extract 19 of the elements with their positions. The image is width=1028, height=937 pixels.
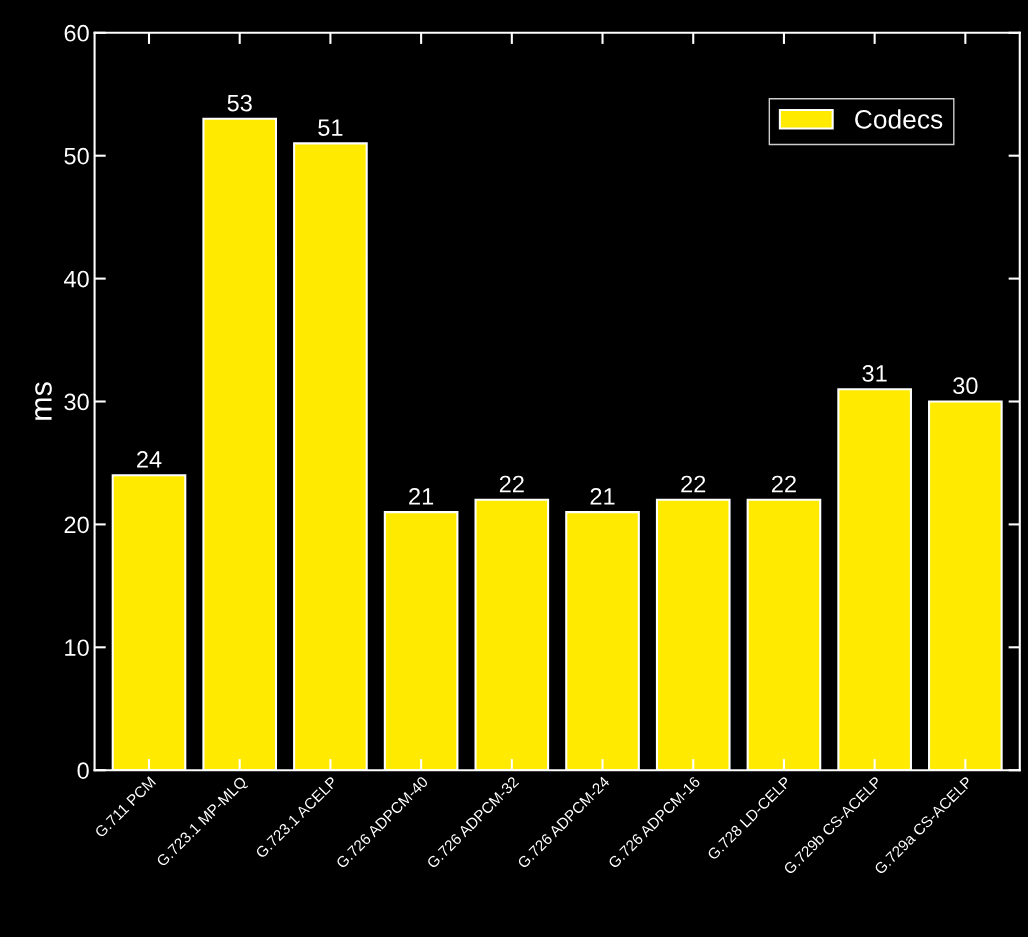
y-tick-label: 40 [64,270,89,288]
data-label: 22 [499,475,524,493]
y-tick-label: 0 [77,762,89,779]
y-tick-label: 20 [64,516,89,534]
data-label: 24 [137,451,162,468]
data-label: 22 [772,475,796,493]
data-label: 21 [590,487,615,505]
data-label: 51 [318,119,343,136]
y-tick-label: 30 [64,393,89,411]
y-tick-label: 10 [65,639,89,657]
data-label: 31 [862,365,887,382]
data-label: 22 [681,475,706,493]
data-label: 21 [409,487,434,505]
legend-label: Codecs [855,109,943,129]
data-label: 53 [227,94,252,112]
data-label: 30 [953,377,978,395]
y-tick-label: 50 [64,147,89,165]
y-axis-title: ms [35,382,52,420]
y-tick-label: 60 [64,24,89,42]
